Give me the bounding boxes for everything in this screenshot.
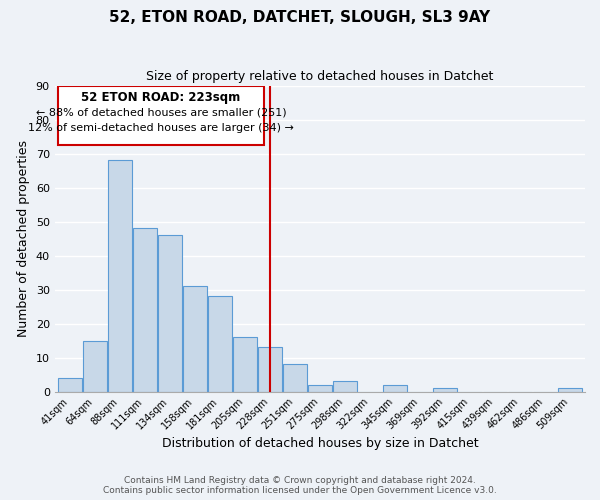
Bar xyxy=(58,378,82,392)
Bar xyxy=(283,364,307,392)
Bar xyxy=(208,296,232,392)
Bar xyxy=(83,340,107,392)
Text: 52, ETON ROAD, DATCHET, SLOUGH, SL3 9AY: 52, ETON ROAD, DATCHET, SLOUGH, SL3 9AY xyxy=(109,10,491,25)
Y-axis label: Number of detached properties: Number of detached properties xyxy=(17,140,30,337)
Bar xyxy=(433,388,457,392)
Bar xyxy=(258,348,282,392)
Text: 12% of semi-detached houses are larger (34) →: 12% of semi-detached houses are larger (… xyxy=(28,123,294,133)
Bar xyxy=(233,337,257,392)
Text: ← 88% of detached houses are smaller (251): ← 88% of detached houses are smaller (25… xyxy=(36,108,286,118)
Title: Size of property relative to detached houses in Datchet: Size of property relative to detached ho… xyxy=(146,70,494,83)
Bar xyxy=(58,86,263,145)
Bar xyxy=(183,286,206,392)
X-axis label: Distribution of detached houses by size in Datchet: Distribution of detached houses by size … xyxy=(161,437,478,450)
Bar xyxy=(558,388,582,392)
Text: Contains HM Land Registry data © Crown copyright and database right 2024.
Contai: Contains HM Land Registry data © Crown c… xyxy=(103,476,497,495)
Text: 52 ETON ROAD: 223sqm: 52 ETON ROAD: 223sqm xyxy=(82,91,241,104)
Bar xyxy=(308,385,332,392)
Bar xyxy=(333,382,357,392)
Bar xyxy=(108,160,131,392)
Bar xyxy=(158,235,182,392)
Bar xyxy=(133,228,157,392)
Bar xyxy=(383,385,407,392)
